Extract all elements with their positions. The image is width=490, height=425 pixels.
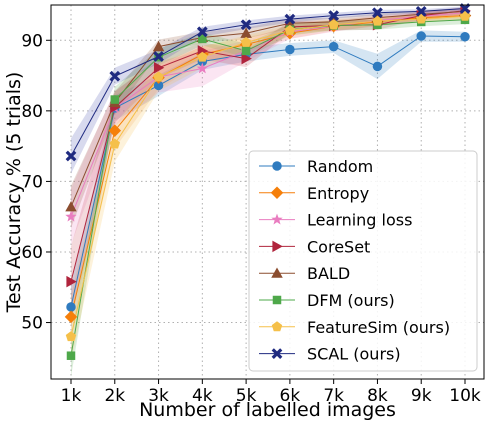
point-coreset (241, 52, 252, 65)
point-scal-ours (284, 13, 296, 25)
series-lines (70, 8, 466, 356)
x-tick-label: 8k (367, 386, 388, 406)
y-tick-label: 70 (21, 172, 43, 192)
point-featuresim-ours (240, 36, 252, 47)
point-featuresim-ours (372, 15, 383, 26)
legend-label-featuresim-ours: FeatureSim (ours) (307, 318, 450, 337)
point-random (66, 302, 76, 312)
x-tick-label: 2k (104, 386, 125, 406)
point-bald (240, 27, 252, 38)
legend-marker-entropy (270, 186, 284, 200)
point-scal-ours (372, 7, 383, 19)
point-scal-ours (415, 5, 427, 17)
legend-label-entropy: Entropy (307, 184, 369, 203)
point-scal-ours (153, 51, 164, 62)
legend-label-coreset: CoreSet (307, 237, 370, 256)
legend-label-learning-loss: Learning loss (307, 211, 412, 230)
point-scal-ours (109, 70, 121, 82)
y-tick-label: 90 (21, 31, 43, 51)
markers-scal-ours (65, 3, 471, 162)
point-scal-ours (240, 19, 252, 31)
x-tick-label: 9k (411, 386, 432, 406)
point-scal-ours (65, 150, 77, 162)
point-scal-ours (459, 3, 471, 14)
legend-label-random: Random (307, 157, 373, 176)
legend-label-scal-ours: SCAL (ours) (307, 345, 401, 364)
x-tick-label: 5k (236, 386, 257, 406)
point-coreset (66, 275, 77, 288)
legend: Random Entropy Learning loss CoreSet BALD DFM… (248, 150, 478, 372)
point-random (460, 32, 470, 42)
legend-marker-bald (271, 267, 283, 278)
point-scal-ours (328, 10, 340, 21)
legend-marker-featuresim-ours (271, 321, 283, 332)
point-bald (65, 201, 77, 212)
point-coreset (153, 62, 165, 74)
series-markers (64, 3, 472, 360)
point-entropy (64, 310, 78, 324)
point-dfm-ours (110, 95, 120, 104)
point-random (416, 31, 426, 41)
band-scal-ours (71, 6, 465, 174)
point-dfm-ours (66, 351, 76, 360)
line-learning-loss (70, 12, 466, 217)
point-scal-ours (196, 26, 208, 38)
point-featuresim-ours (109, 138, 121, 149)
point-featuresim-ours (197, 51, 208, 62)
confidence-bands (71, 6, 465, 377)
point-random (285, 44, 295, 55)
line-featuresim-ours (70, 15, 466, 337)
x-tick-label: 1k (61, 386, 82, 406)
y-tick-label: 60 (21, 243, 43, 263)
line-random (70, 35, 466, 308)
point-featuresim-ours (65, 331, 77, 342)
point-random (372, 61, 383, 72)
point-learning-loss (196, 62, 209, 74)
x-axis-title: Number of labelled images (139, 399, 396, 421)
x-tick-label: 10k (449, 386, 481, 406)
legend-marker-random (272, 161, 282, 171)
band-learning-loss (71, 9, 465, 245)
plot-frame (50, 4, 485, 380)
y-tick-label: 50 (21, 314, 43, 334)
legend-label-dfm-ours: DFM (ours) (307, 291, 395, 310)
point-entropy (108, 124, 122, 137)
line-bald (70, 10, 466, 207)
point-featuresim-ours (284, 24, 296, 35)
y-axis-title: Test Accuracy % (5 trials) (3, 72, 25, 314)
point-bald (284, 17, 296, 28)
legend-marker-learning-loss (271, 213, 283, 225)
point-learning-loss (65, 210, 77, 222)
legend-marker-scal-ours (271, 348, 283, 359)
legend-marker-coreset (272, 240, 283, 253)
legend-box (248, 150, 478, 372)
line-dfm-ours (70, 19, 466, 356)
point-dfm-ours (198, 34, 207, 44)
line-scal-ours (70, 8, 466, 157)
x-tick-label: 6k (280, 386, 301, 406)
x-tick-label: 3k (148, 386, 169, 406)
legend-marker-dfm-ours (272, 295, 282, 305)
x-tick-label: 7k (323, 386, 344, 406)
point-featuresim-ours (153, 71, 164, 82)
point-featuresim-ours (328, 19, 339, 30)
y-tick-label: 80 (21, 102, 43, 122)
point-random (153, 80, 164, 91)
point-dfm-ours (241, 46, 251, 56)
legend-label-bald: BALD (307, 264, 350, 283)
axis-ticks: 1k 2k 3k 4k 5k 6k 7k 8k 9k 10k 50 60 70 80 90 (21, 31, 481, 406)
point-bald (152, 40, 165, 52)
x-tick-label: 4k (192, 386, 213, 406)
point-random (328, 41, 339, 52)
